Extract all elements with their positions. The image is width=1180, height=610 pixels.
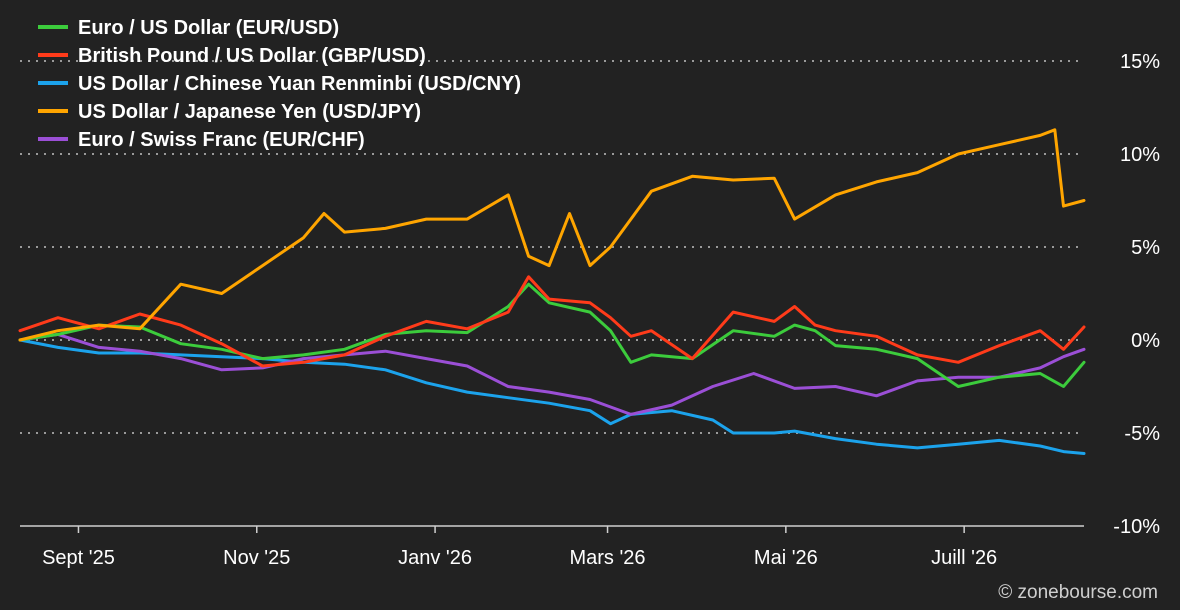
x-tick-label: Sept '25	[42, 547, 115, 569]
x-tick-label: Juill '26	[931, 547, 997, 569]
legend-label: Euro / US Dollar (EUR/USD)	[78, 17, 339, 39]
series-line	[18, 282, 1086, 388]
y-tick-label: -10%	[1113, 516, 1160, 538]
y-tick-label: 0%	[1131, 330, 1160, 352]
grid-lines	[20, 60, 1084, 434]
y-axis-ticks: 15% 10% 5% 0% -5% -10%	[1113, 51, 1160, 538]
series-line	[18, 128, 1086, 342]
x-tick-label: Janv '26	[398, 547, 472, 569]
x-tick-label: Mars '26	[569, 547, 645, 569]
legend-label: Euro / Swiss Franc (EUR/CHF)	[78, 129, 365, 151]
series-line	[18, 275, 1086, 368]
series-line	[18, 332, 1086, 416]
y-tick-label: -5%	[1124, 423, 1160, 445]
series-lines	[18, 128, 1086, 455]
legend-label: US Dollar / Japanese Yen (USD/JPY)	[78, 101, 421, 123]
legend-label: US Dollar / Chinese Yuan Renminbi (USD/C…	[78, 73, 521, 95]
legend: Euro / US Dollar (EUR/USD) British Pound …	[38, 17, 521, 151]
y-tick-label: 10%	[1120, 144, 1160, 166]
series-line	[18, 338, 1086, 455]
y-tick-label: 5%	[1131, 237, 1160, 259]
x-tick-label: Mai '26	[754, 547, 818, 569]
legend-label: British Pound / US Dollar (GBP/USD)	[78, 45, 426, 67]
y-tick-label: 15%	[1120, 51, 1160, 73]
copyright-text: © zonebourse.com	[998, 582, 1158, 603]
x-axis-ticks: Sept '25 Nov '25 Janv '26 Mars '26 Mai '26 Ju…	[42, 526, 997, 569]
x-tick-label: Nov '25	[223, 547, 290, 569]
